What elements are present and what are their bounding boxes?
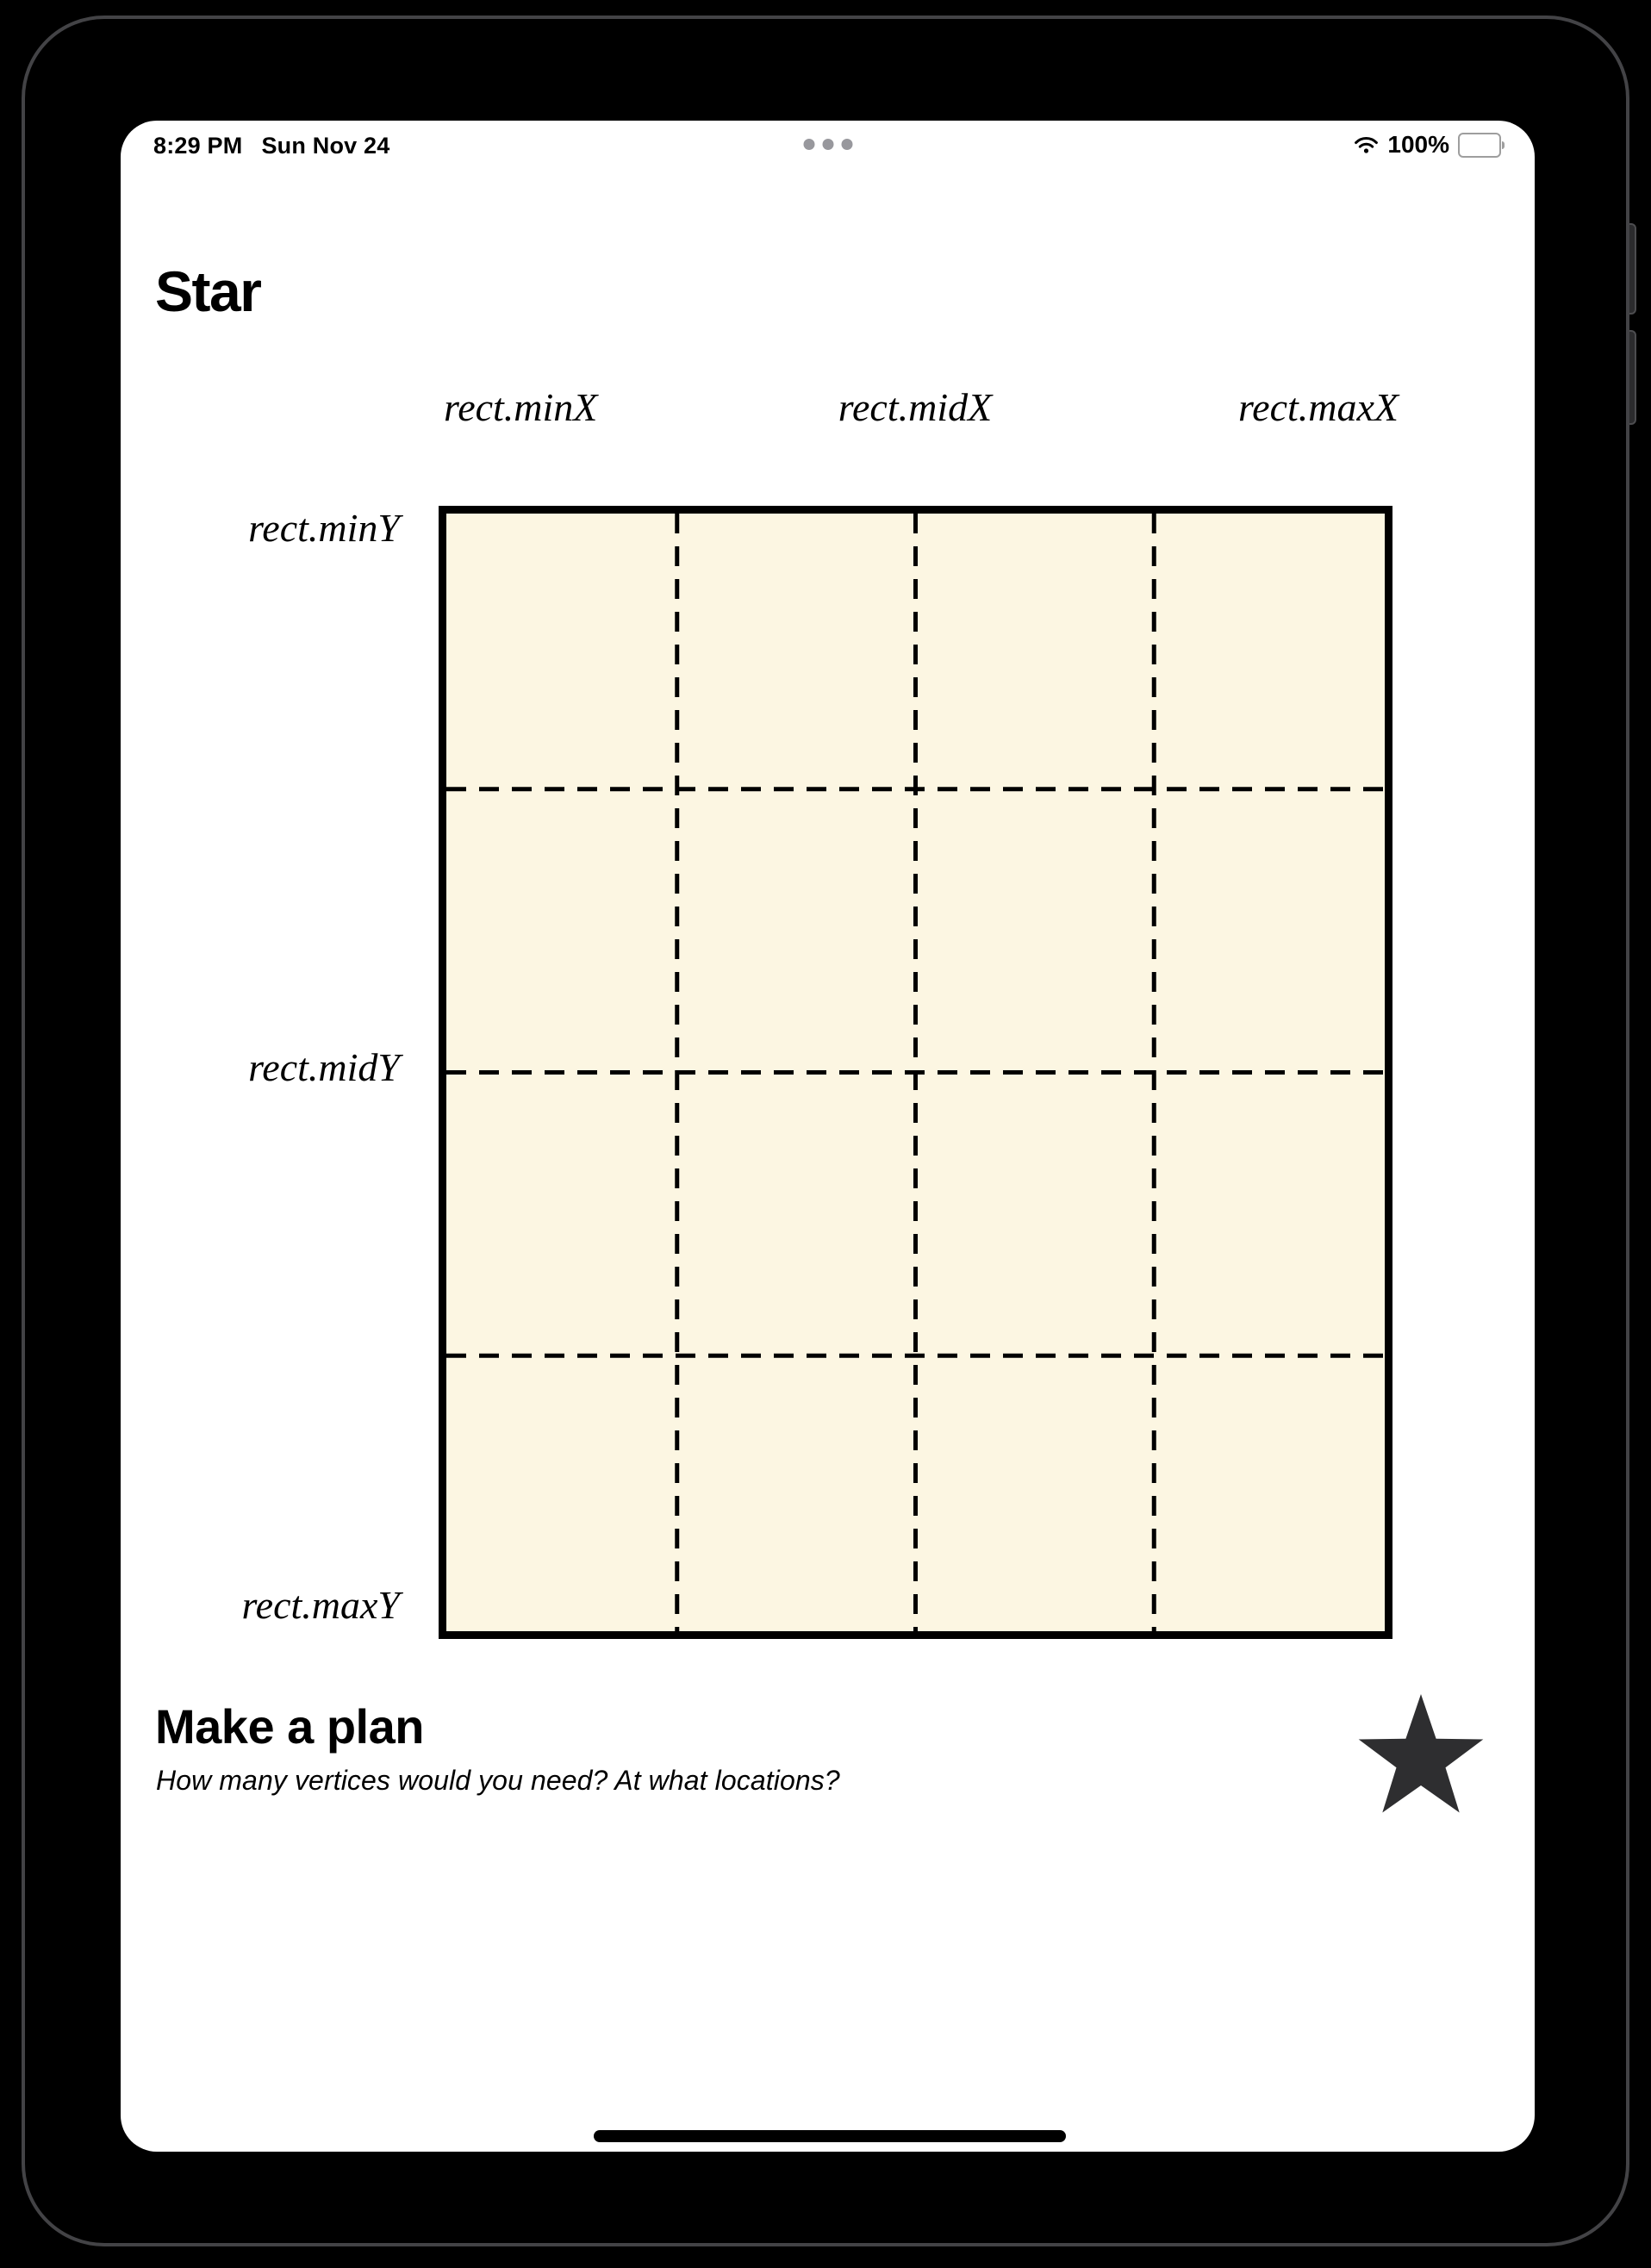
home-indicator[interactable]: [594, 2130, 1066, 2142]
label-rect-miny: rect.minY: [248, 506, 400, 550]
multitasking-dots-icon[interactable]: [803, 139, 852, 150]
status-time: 8:29 PM: [153, 133, 243, 159]
label-rect-maxy: rect.maxY: [241, 1583, 400, 1627]
label-rect-midy: rect.midY: [248, 1045, 400, 1089]
section-heading: Make a plan: [155, 1699, 424, 1754]
page-title: Star: [155, 259, 262, 323]
section-subtitle: How many vertices would you need? At wha…: [156, 1765, 840, 1796]
status-time-date: 8:29 PM Sun Nov 24: [153, 133, 390, 159]
screen: 8:29 PM Sun Nov 24 100%: [121, 121, 1535, 2152]
status-indicators: 100%: [1354, 131, 1505, 159]
label-rect-maxx: rect.maxX: [1237, 385, 1399, 429]
label-rect-minx: rect.minX: [444, 385, 598, 429]
battery-percent: 100%: [1387, 131, 1449, 158]
ipad-body: 8:29 PM Sun Nov 24 100%: [22, 16, 1629, 2246]
label-rect-midx: rect.midX: [838, 385, 993, 429]
star-icon: [1358, 1694, 1484, 1813]
rect-grid-svg: [439, 506, 1392, 1639]
status-date: Sun Nov 24: [261, 133, 390, 159]
star-shape: [1358, 1694, 1484, 1813]
wifi-icon: [1355, 137, 1379, 153]
battery-icon: [1458, 132, 1505, 158]
